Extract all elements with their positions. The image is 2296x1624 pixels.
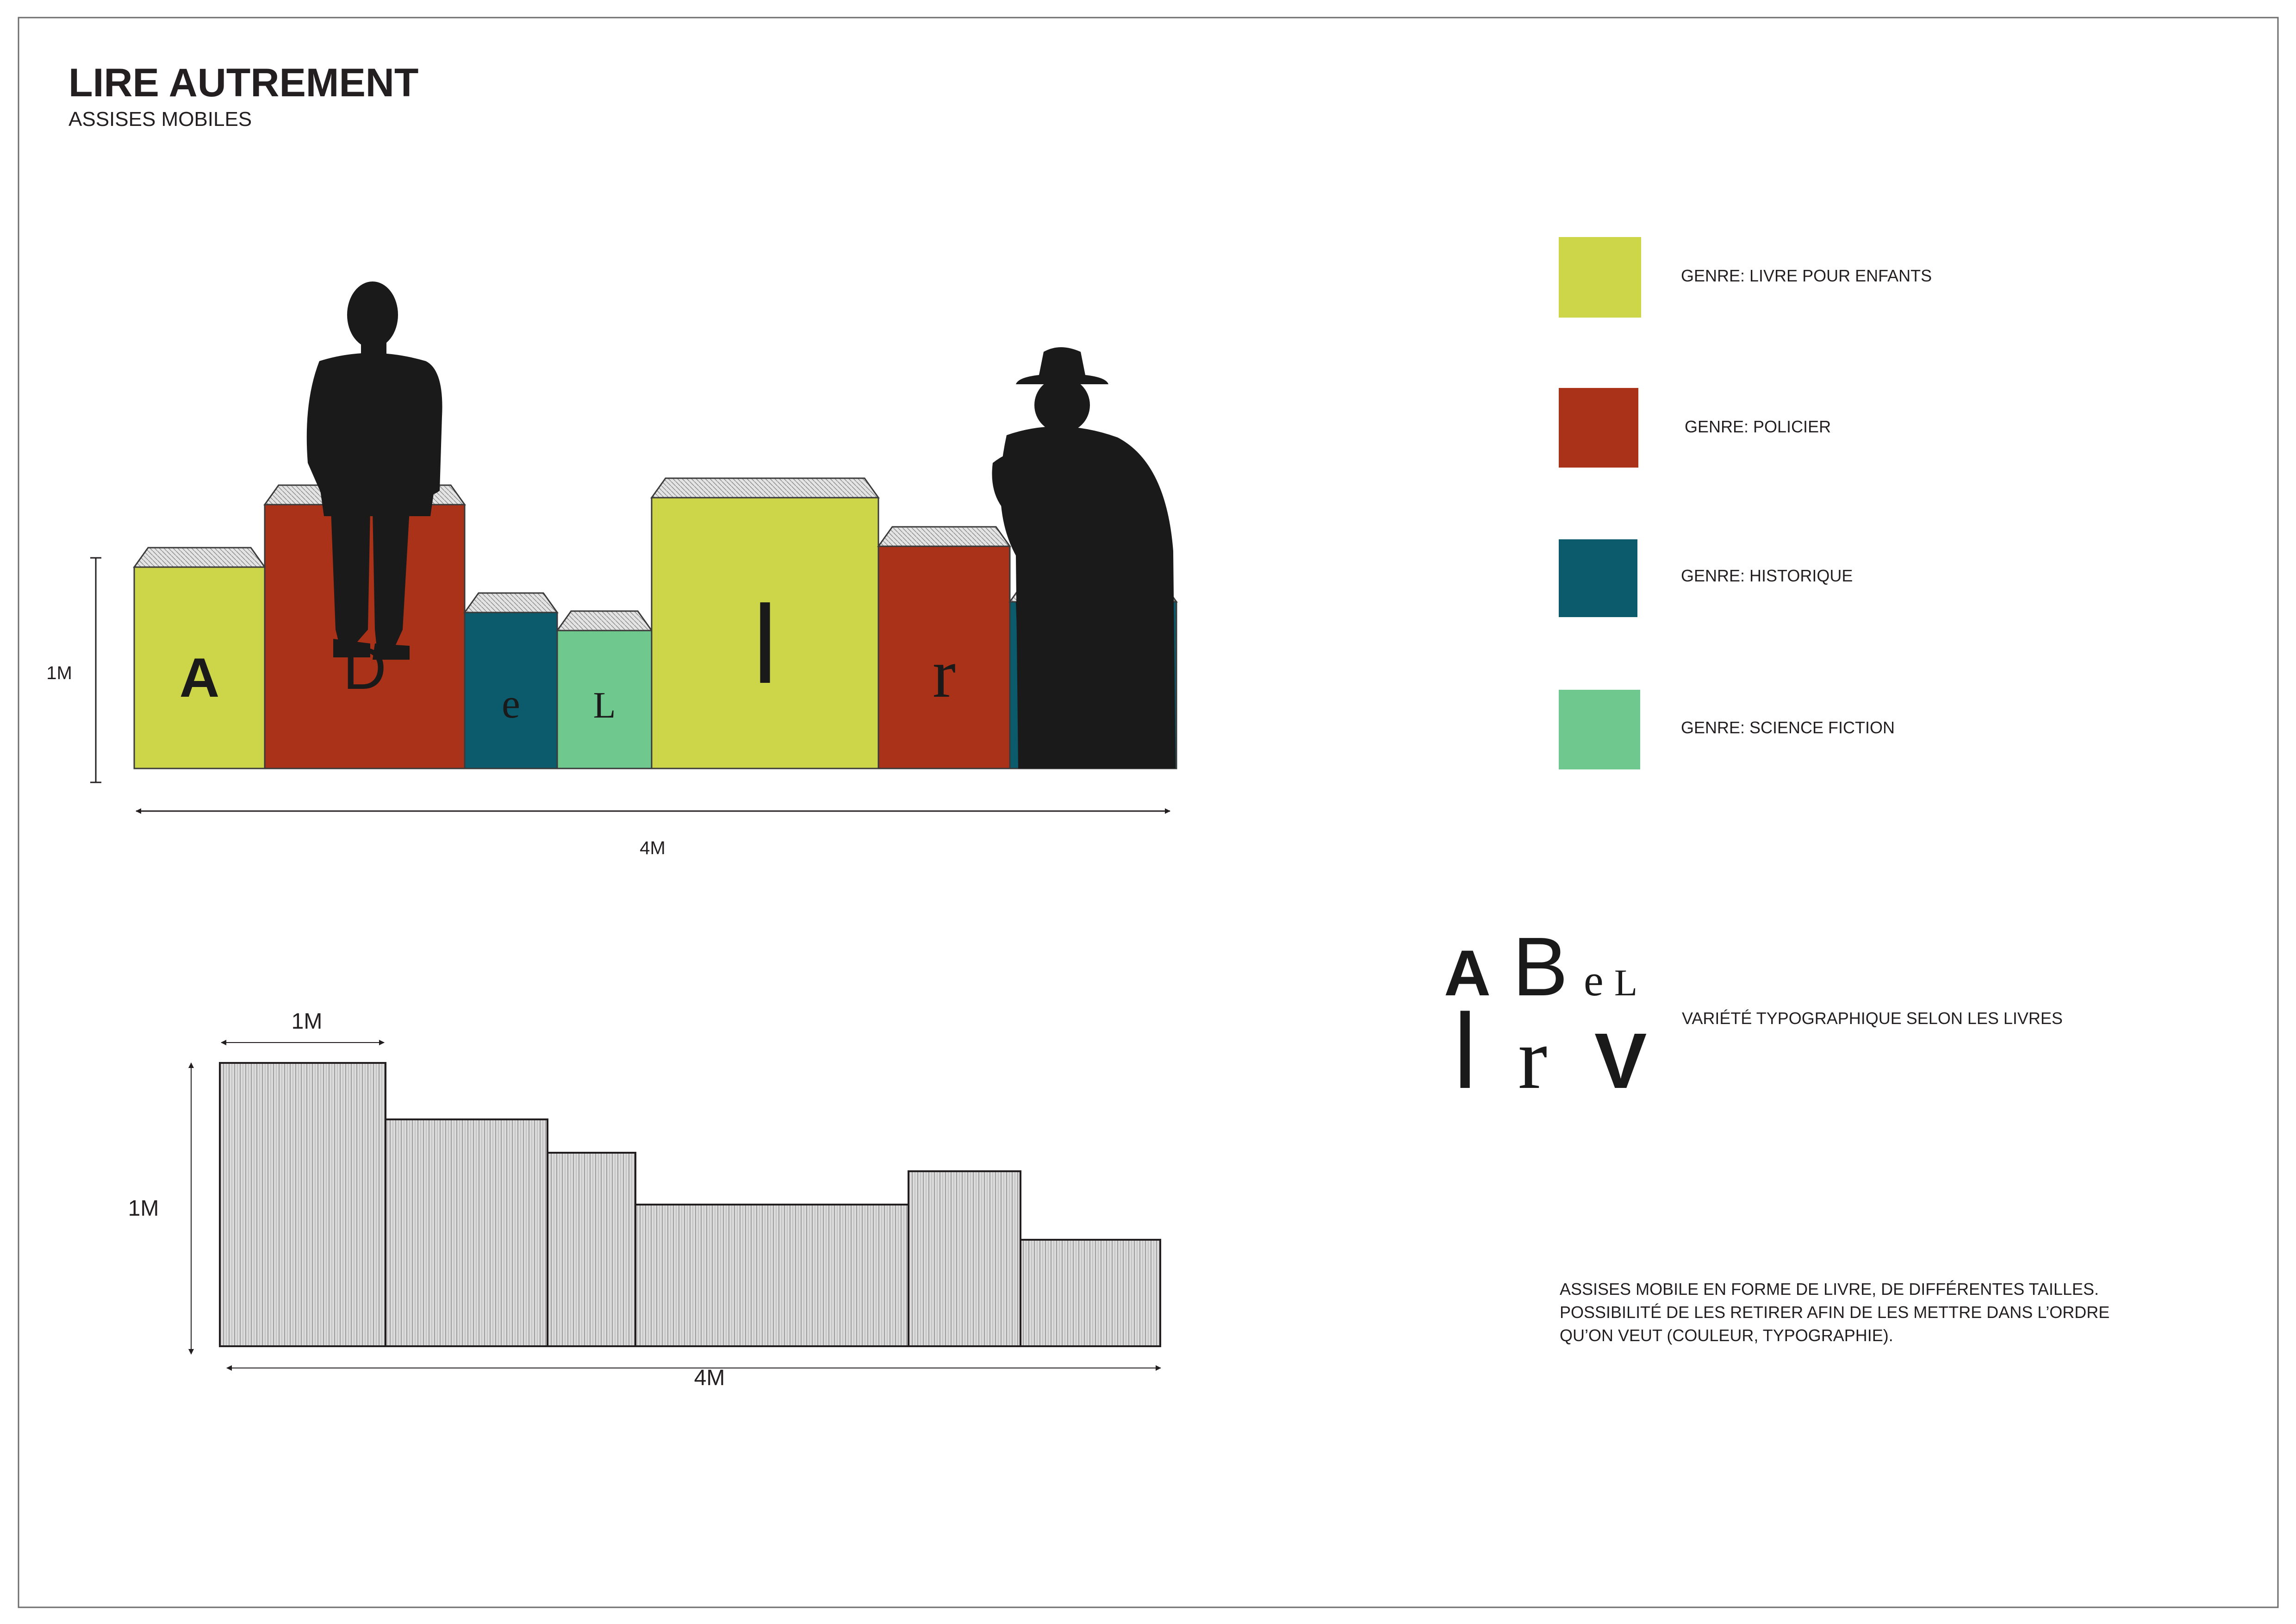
page-frame — [18, 17, 2279, 1608]
book-seat-top — [463, 592, 559, 613]
book-seat-letter: A — [180, 647, 220, 709]
genre-legend: GENRE: LIVRE POUR ENFANTS GENRE: POLICIE… — [1559, 237, 1932, 769]
typo-letter-V: V — [1594, 1017, 1647, 1105]
legend-label-policier: GENRE: POLICIER — [1685, 417, 1831, 436]
book-seat-5: l — [650, 477, 880, 769]
book-seat-letter: l — [753, 582, 777, 706]
typography-label: VARIÉTÉ TYPOGRAPHIQUE SELON LES LIVRES — [1682, 1009, 2063, 1028]
book-seat-letter: e — [502, 681, 520, 727]
legend-label-enfants: GENRE: LIVRE POUR ENFANTS — [1681, 266, 1932, 285]
book-seat-top — [650, 477, 880, 499]
plan-book-5 — [908, 1170, 1021, 1347]
book-seat-3: e — [463, 592, 559, 769]
plan-top-width-label: 1M — [292, 1009, 323, 1034]
legend-swatch-historique — [1559, 539, 1637, 617]
person-with-hat-silhouette — [992, 347, 1176, 768]
plan-height-label: 1M — [128, 1196, 159, 1221]
book-seat-letter: r — [933, 635, 956, 712]
plan-view: 1M 1M 4M — [128, 1009, 1161, 1390]
book-seat-4: L — [556, 610, 653, 769]
elevation-height-label: 1M — [46, 663, 72, 683]
typo-letter-e: e — [1584, 956, 1604, 1005]
plan-bottom-width-label: 4M — [694, 1366, 725, 1390]
book-seat-1: A — [133, 547, 266, 769]
page-subtitle: ASSISES MOBILES — [68, 108, 252, 131]
legend-swatch-science-fiction — [1559, 690, 1640, 769]
plan-book-3 — [547, 1152, 636, 1347]
book-seat-body — [464, 612, 558, 769]
legend-swatch-policier — [1559, 388, 1638, 468]
page-title: LIRE AUTREMENT — [68, 61, 418, 105]
typo-letter-A: A — [1444, 937, 1491, 1009]
plan-book-2 — [385, 1118, 548, 1347]
legend-label-historique: GENRE: HISTORIQUE — [1681, 566, 1853, 585]
plan-book-1 — [219, 1062, 386, 1347]
description-line-2: POSSIBILITÉ DE LES RETIRER AFIN DE LES M… — [1560, 1303, 2109, 1322]
plan-book-4 — [635, 1204, 909, 1347]
book-seat-body — [133, 566, 266, 769]
description-line-3: QU’ON VEUT (COULEUR, TYPOGRAPHIE). — [1560, 1326, 1893, 1345]
typo-letter-L: L — [1614, 962, 1637, 1004]
typo-letter-B: B — [1512, 920, 1568, 1013]
elevation-width-label: 4M — [640, 838, 666, 858]
legend-label-science-fiction: GENRE: SCIENCE FICTION — [1681, 718, 1895, 737]
plan-book-6 — [1020, 1239, 1161, 1347]
typo-letter-l: l — [1453, 992, 1477, 1111]
book-seat-6: r — [877, 526, 1011, 769]
book-seat-top — [877, 526, 1011, 547]
book-seat-letter: L — [593, 685, 616, 726]
typo-letter-r: r — [1518, 1010, 1547, 1107]
book-seat-body — [651, 497, 879, 769]
legend-swatch-enfants — [1559, 237, 1641, 318]
book-seat-top — [133, 547, 266, 568]
typography-sample: A B e L l r V VARIÉTÉ TYPOGRAPHIQUE SELO… — [1444, 920, 2063, 1111]
description-block: ASSISES MOBILE EN FORME DE LIVRE, DE DIF… — [1560, 1280, 2109, 1345]
elevation-view: ADeLlrV 1M 4M — [46, 281, 1178, 858]
person-silhouette — [306, 281, 442, 660]
book-seat-body — [556, 630, 653, 769]
book-seat-top — [556, 610, 653, 631]
description-line-1: ASSISES MOBILE EN FORME DE LIVRE, DE DIF… — [1560, 1280, 2099, 1299]
